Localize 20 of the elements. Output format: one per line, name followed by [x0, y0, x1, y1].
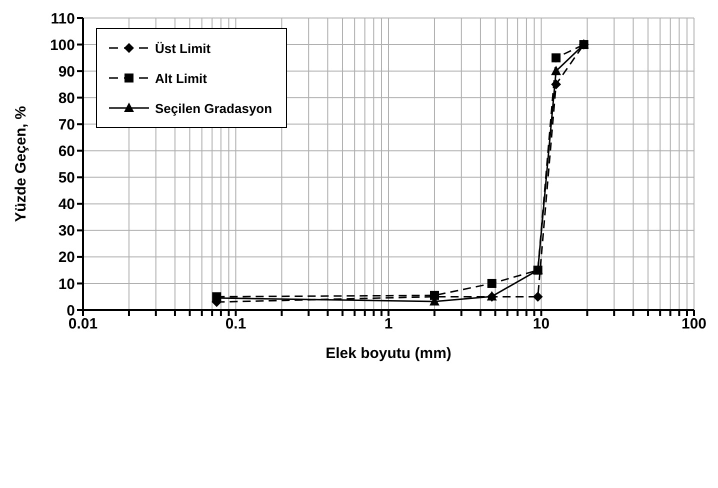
x-tick-label: 10 — [532, 316, 550, 333]
y-tick-label: 70 — [58, 116, 75, 134]
x-tick-label: 100 — [681, 316, 707, 333]
y-axis-title: Yüzde Geçen, % — [12, 106, 30, 222]
y-tick-label: 50 — [58, 170, 75, 187]
y-tick-label: 20 — [58, 249, 75, 266]
y-tick-label: 100 — [50, 36, 75, 54]
y-tick-label: 110 — [50, 10, 75, 28]
legend-label: Seçilen Gradasyon — [155, 100, 272, 116]
legend-label: Üst Limit — [155, 40, 211, 56]
legend-label: Alt Limit — [155, 70, 207, 86]
x-tick-label: 1 — [384, 316, 393, 333]
y-tick-label: 40 — [58, 196, 75, 214]
y-tick-label: 30 — [58, 222, 75, 240]
y-tick-label: 60 — [58, 143, 75, 160]
y-tick-label: 90 — [58, 63, 75, 80]
y-tick-label: 80 — [58, 90, 75, 107]
x-axis-title: Elek boyutu (mm) — [326, 345, 452, 362]
x-tick-label: 0.1 — [225, 316, 246, 333]
y-tick-label: 10 — [58, 276, 75, 293]
